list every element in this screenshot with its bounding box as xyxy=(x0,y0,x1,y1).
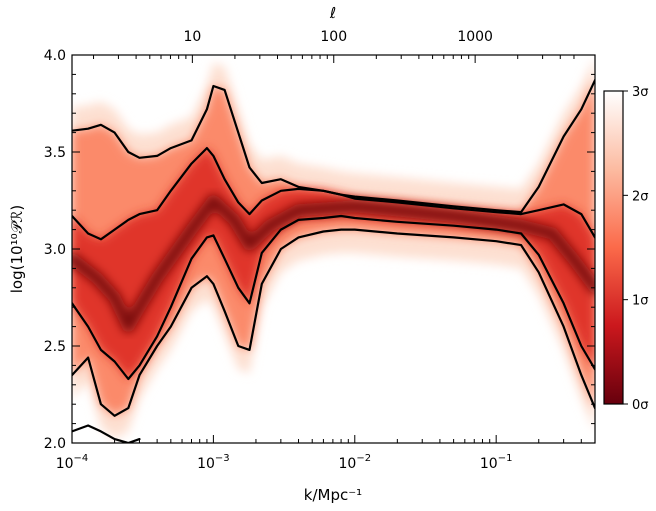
x-tick-label: 10−2 xyxy=(338,453,371,472)
x-tick-label: 10−1 xyxy=(480,453,513,472)
contour-line-3 xyxy=(72,214,595,381)
y-tick-label: 4.0 xyxy=(44,48,66,64)
contour-lines xyxy=(72,79,595,443)
axis-ticks: 2.0 2.5 3.0 3.5 4.0 10−4 10−3 10−2 10−1 10 100 1000 xyxy=(44,29,596,472)
x-tick-label: 10−3 xyxy=(197,453,230,472)
colorbar-label: 2σ xyxy=(632,189,649,204)
y-tick-label: 2.0 xyxy=(44,436,66,452)
top-axis-label: ℓ xyxy=(329,4,336,22)
x-axis-label: k/Mpc⁻¹ xyxy=(304,486,362,504)
contour-line-4 xyxy=(72,228,595,417)
y-axis-label: log(10¹⁰𝒫ℛ) xyxy=(8,205,26,293)
y-tick-label: 3.0 xyxy=(44,242,66,258)
contour-line-1 xyxy=(72,79,595,214)
y-tick-label: 3.5 xyxy=(44,145,66,161)
contour-line-2 xyxy=(72,147,595,241)
contour-line-5 xyxy=(72,424,141,443)
credible-region-shading xyxy=(72,56,595,440)
top-tick-label: 10 xyxy=(183,29,201,45)
y-tick-label: 2.5 xyxy=(44,339,66,355)
top-tick-label: 1000 xyxy=(457,29,493,45)
colorbar-label: 1σ xyxy=(632,294,649,309)
median-ridge xyxy=(72,194,595,333)
top-tick-label: 100 xyxy=(320,29,347,45)
colorbar-label: 3σ xyxy=(632,85,649,100)
colorbar xyxy=(603,90,624,405)
colorbar-labels: 3σ 2σ 1σ 0σ xyxy=(623,85,649,413)
colorbar-label: 0σ xyxy=(632,398,649,413)
x-tick-label: 10−4 xyxy=(56,453,89,472)
